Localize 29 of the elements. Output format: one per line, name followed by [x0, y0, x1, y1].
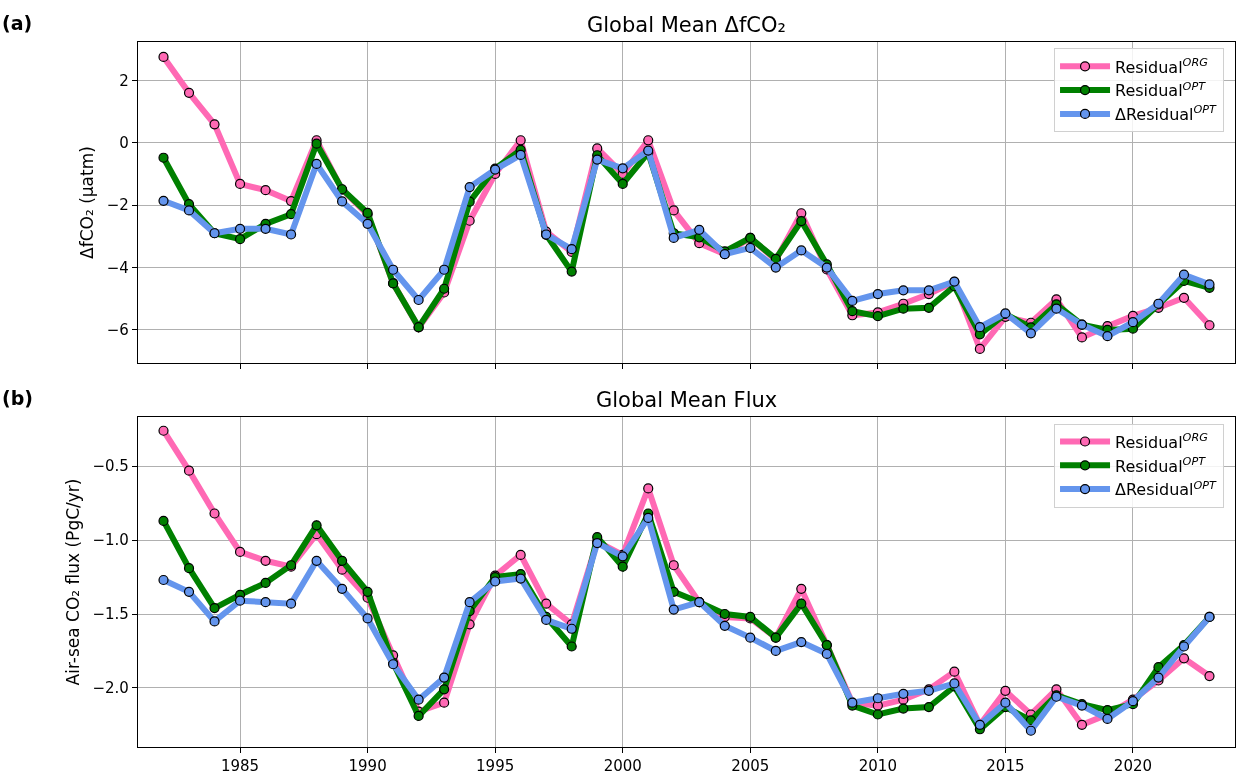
y-axis-title: ΔfCO₂ (µatm) [77, 146, 98, 259]
legend-label: Residual$^{OPT}$ [1115, 454, 1207, 476]
y-tick-label: −2.0 [92, 679, 129, 698]
y-tick-label: −1.0 [92, 531, 129, 550]
y-axis-title: Air-sea CO₂ flux (PgC/yr) [63, 478, 84, 686]
x-tick-label: 2015 [986, 757, 1025, 776]
x-tick-label: 1995 [476, 757, 515, 776]
chart-title: Global Mean ΔfCO₂ [587, 13, 786, 37]
legend-label: Residual$^{ORG}$ [1115, 55, 1209, 77]
legend-label: ΔResidual$^{OPT}$ [1115, 478, 1218, 500]
legend-label: Residual$^{ORG}$ [1115, 431, 1209, 452]
x-tick-label: 2010 [858, 757, 897, 776]
y-tick-label: −0.5 [92, 457, 129, 476]
x-tick-label: 2005 [731, 757, 770, 776]
y-tick-label: −2 [106, 196, 129, 215]
x-tick-label: 1990 [348, 757, 387, 776]
y-tick-label: 2 [119, 71, 129, 90]
x-tick-label: 2000 [603, 757, 642, 776]
legend-label: ΔResidual$^{OPT}$ [1115, 103, 1218, 125]
legend-label: Residual$^{OPT}$ [1115, 79, 1207, 101]
y-tick-label: −6 [106, 321, 129, 340]
y-tick-label: 0 [119, 134, 129, 153]
y-tick-label: −4 [106, 258, 129, 277]
text: (b) [2, 387, 33, 409]
chart-title: Global Mean Flux [596, 388, 778, 412]
text: (a) [2, 12, 33, 34]
y-tick-label: −1.5 [92, 605, 129, 624]
x-tick-label: 1985 [220, 757, 260, 776]
x-tick-label: 2020 [1113, 757, 1153, 776]
